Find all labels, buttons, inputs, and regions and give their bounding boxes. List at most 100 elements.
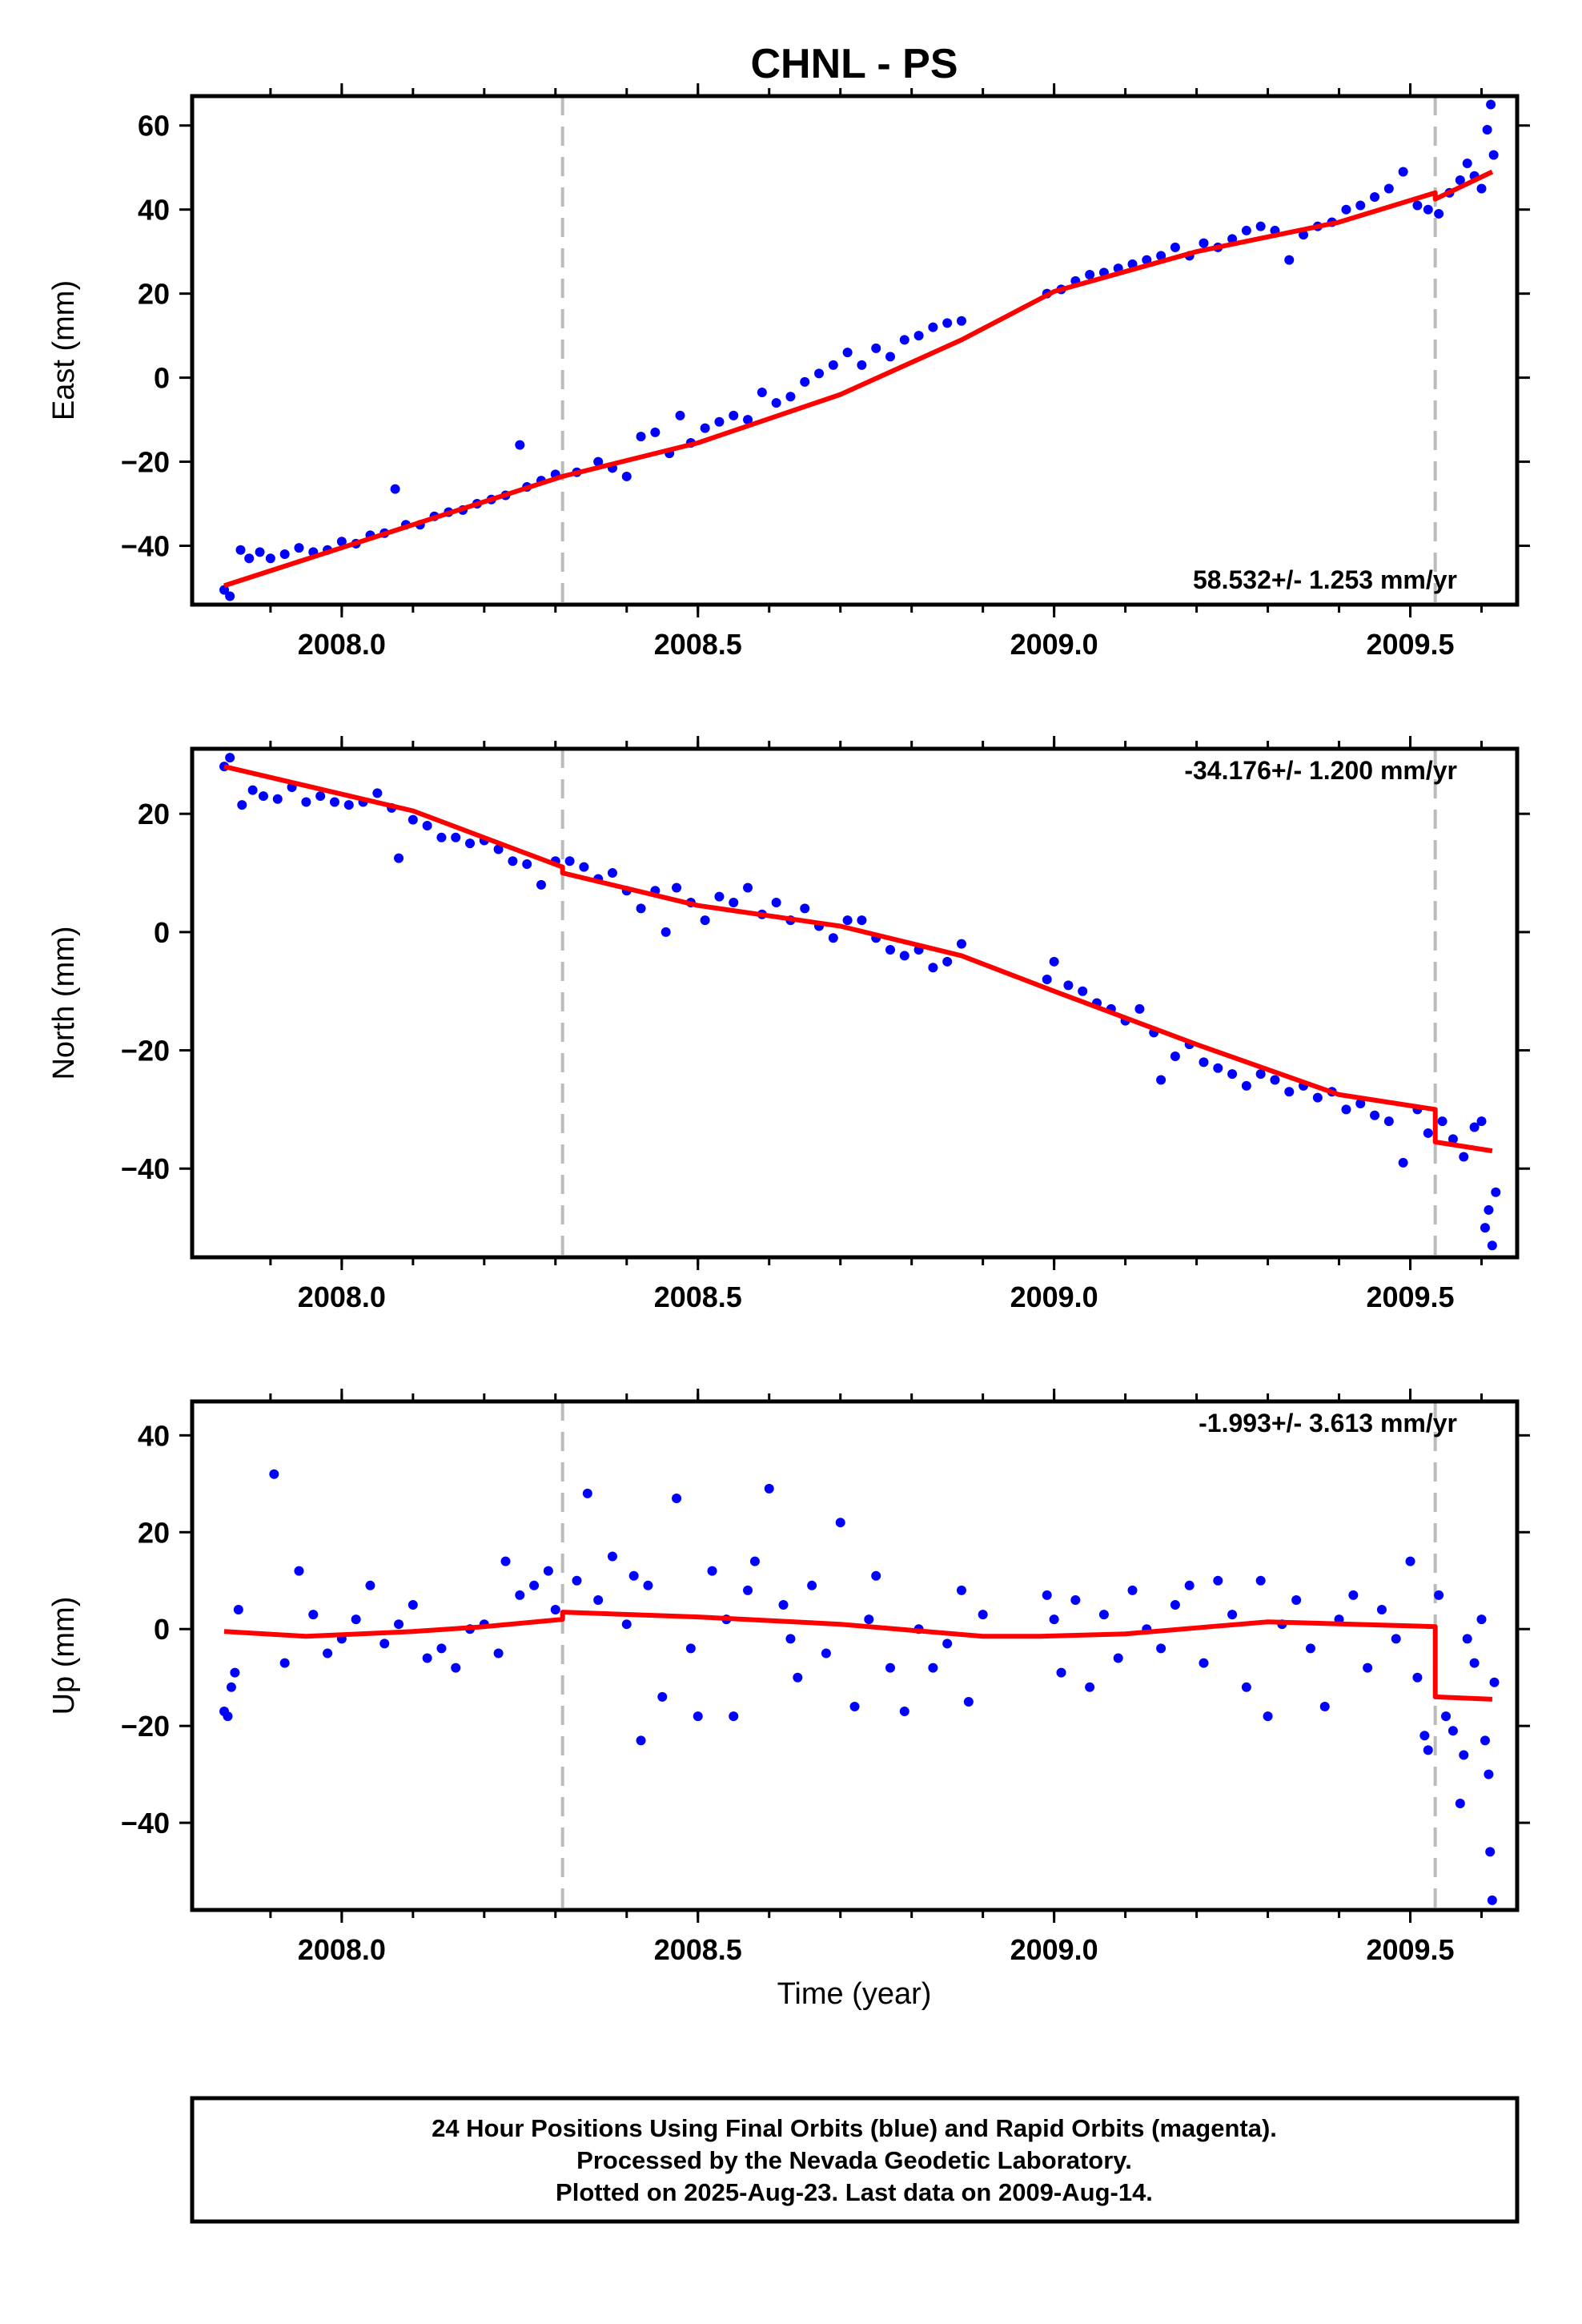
up-data-point — [1419, 1731, 1430, 1741]
up-data-point — [636, 1735, 646, 1746]
east-data-point — [1156, 251, 1166, 261]
east-data-point — [1412, 200, 1423, 211]
up-data-point — [294, 1566, 304, 1576]
up-data-point — [1042, 1590, 1052, 1600]
north-data-point — [579, 862, 589, 872]
up-data-point — [956, 1585, 966, 1595]
north-data-point — [1078, 986, 1088, 996]
north-data-point — [564, 856, 575, 866]
east-plot-area — [219, 96, 1499, 605]
east-model-line — [223, 169, 1494, 589]
up-data-point — [1199, 1658, 1209, 1668]
north-data-point — [225, 753, 235, 763]
north-data-point — [1370, 1110, 1380, 1120]
up-data-point — [1412, 1672, 1423, 1683]
east-data-point — [1370, 191, 1380, 202]
north-data-point — [956, 939, 966, 949]
up-data-point — [572, 1575, 582, 1586]
east-y-tick-label: 0 — [154, 362, 170, 395]
up-data-point — [1056, 1667, 1066, 1678]
north-y-tick-label: −20 — [121, 1035, 170, 1068]
east-data-point — [636, 432, 646, 442]
up-data-point — [942, 1638, 953, 1649]
east-y-tick-label: 20 — [138, 278, 170, 311]
up-data-point — [793, 1672, 803, 1683]
up-data-point — [685, 1643, 696, 1654]
east-data-point — [650, 427, 661, 437]
footer-line-2: Processed by the Nevada Geodetic Laborat… — [576, 2146, 1132, 2174]
east-data-point — [225, 591, 235, 601]
north-data-point — [1270, 1075, 1280, 1085]
up-data-point — [1434, 1590, 1444, 1600]
up-data-point — [1170, 1600, 1180, 1610]
north-x-tick-label: 2009.0 — [1010, 1281, 1098, 1313]
up-data-point — [707, 1566, 717, 1576]
up-y-tick-label: 0 — [154, 1613, 170, 1646]
north-data-point — [714, 891, 725, 902]
east-velocity-label: 58.532+/- 1.253 mm/yr — [1193, 565, 1457, 594]
up-x-tick-label: 2008.5 — [654, 1933, 742, 1966]
east-data-point — [621, 471, 632, 481]
up-data-point — [657, 1691, 668, 1702]
footer-line-3: Plotted on 2025-Aug-23. Last data on 200… — [556, 2178, 1153, 2206]
footer-box — [190, 2096, 1520, 2224]
north-data-point — [422, 820, 432, 830]
east-data-point — [1455, 175, 1465, 185]
up-data-point — [1423, 1745, 1433, 1755]
east-data-point — [1255, 221, 1266, 231]
east-data-point — [757, 387, 767, 397]
north-data-point — [607, 868, 617, 879]
north-data-point — [661, 927, 671, 937]
east-data-point — [1355, 200, 1366, 211]
north-data-point — [842, 915, 853, 926]
up-data-point — [1441, 1711, 1452, 1722]
up-data-point — [279, 1658, 290, 1668]
up-data-point — [729, 1711, 739, 1722]
east-data-point — [1085, 270, 1095, 280]
north-data-point — [743, 883, 753, 893]
east-axes-frame — [190, 94, 1520, 607]
up-velocity-label: -1.993+/- 3.613 mm/yr — [1199, 1409, 1457, 1437]
north-panel: 2008.0 2008.5 2009.0 2009.5 −40 −20 0 20 North (… — [47, 736, 1530, 1313]
up-data-point — [1156, 1643, 1166, 1654]
north-data-point — [1459, 1152, 1469, 1162]
east-data-point — [729, 410, 739, 420]
north-y-tick-label: −40 — [121, 1152, 170, 1185]
north-data-point — [372, 788, 383, 798]
up-data-point — [1455, 1798, 1465, 1808]
north-y-axis-label: North (mm) — [47, 926, 81, 1080]
up-data-point — [269, 1469, 279, 1479]
north-data-point — [857, 915, 867, 926]
up-data-point — [1405, 1556, 1415, 1566]
up-data-point — [379, 1638, 390, 1649]
north-data-point — [1255, 1069, 1266, 1080]
up-data-point — [785, 1634, 796, 1644]
north-data-point — [465, 838, 476, 849]
up-data-point — [1487, 1895, 1497, 1905]
north-data-point — [1341, 1104, 1351, 1115]
up-data-point — [308, 1610, 319, 1620]
up-data-point — [621, 1619, 632, 1630]
north-data-point — [493, 844, 504, 854]
east-data-point — [899, 335, 909, 345]
north-data-point — [1484, 1204, 1494, 1215]
north-data-point — [451, 832, 461, 842]
up-data-point — [1459, 1750, 1469, 1760]
up-data-point — [323, 1648, 333, 1659]
east-data-point — [1482, 124, 1492, 135]
north-data-point — [1199, 1057, 1209, 1068]
up-data-point — [593, 1594, 604, 1605]
north-data-point — [828, 933, 838, 943]
north-data-point — [885, 945, 895, 955]
up-panel: 2008.0 2008.5 2009.0 2009.5 −40 −20 0 20 40 Up (m… — [47, 1389, 1530, 1966]
east-data-point — [857, 360, 867, 370]
up-data-point — [778, 1600, 789, 1610]
up-data-point — [835, 1518, 845, 1528]
east-data-point — [913, 331, 924, 341]
east-y-tick-label: −20 — [121, 446, 170, 479]
north-data-point — [315, 791, 326, 802]
north-data-point — [1284, 1087, 1295, 1097]
up-model-line — [223, 1610, 1493, 1702]
up-data-point — [1098, 1610, 1109, 1620]
up-data-point — [365, 1580, 375, 1590]
